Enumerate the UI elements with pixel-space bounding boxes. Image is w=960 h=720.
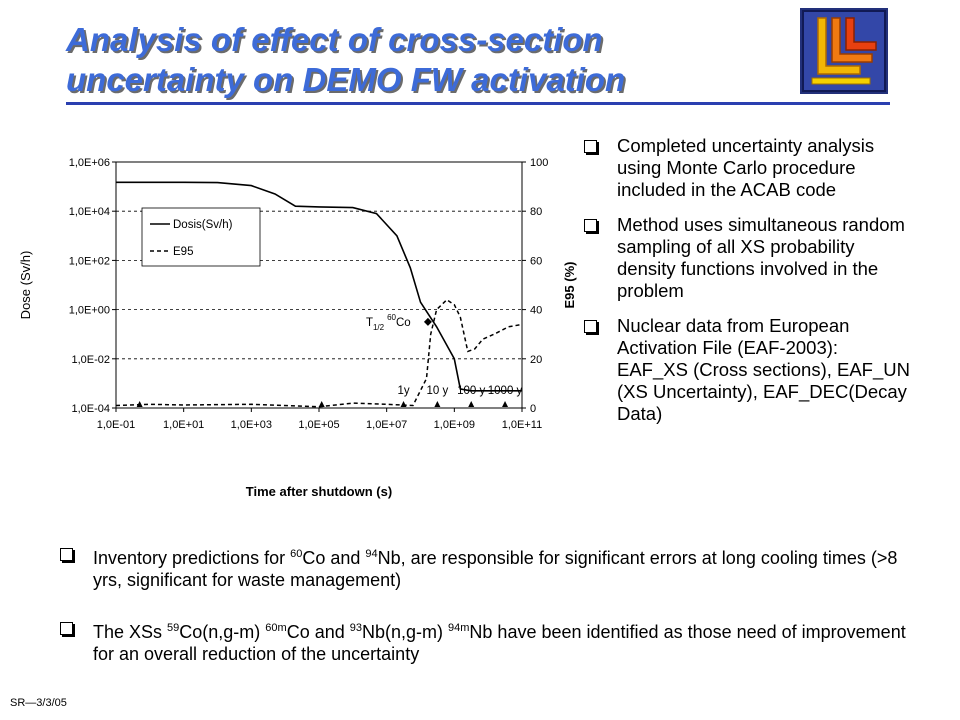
data-marker — [400, 401, 407, 407]
footer-text: SR—3/3/05 — [10, 697, 67, 709]
bullet-text: Nuclear data from European Activation Fi… — [617, 315, 910, 424]
time-annotation: 1y — [397, 385, 409, 397]
bullet-item: The XSs 59Co(n,g-m) 60mCo and 93Nb(n,g-m… — [60, 617, 910, 665]
bottom-bullet-list: Inventory predictions for 60Co and 94Nb,… — [60, 543, 910, 691]
y-left-tick-label: 1,0E+06 — [69, 157, 110, 169]
data-marker — [468, 401, 475, 407]
checkbox-bullet-icon — [60, 548, 73, 561]
x-tick-label: 1,0E+05 — [298, 419, 339, 431]
right-bullet-list: Completed uncertainty analysis using Mon… — [584, 135, 914, 438]
half-life-annotation: T1/260Co — [366, 313, 411, 332]
dose-chart: 1,0E+06 1,0E+04 1,0E+02 1,0E+00 1,0E-02 1,0E-… — [18, 157, 577, 499]
y-left-tick-label: 1,0E-02 — [71, 354, 110, 366]
data-marker — [318, 401, 325, 407]
time-annotation: 100 y — [457, 385, 485, 397]
plot-area — [115, 161, 523, 409]
y-left-tick-label: 1,0E+00 — [69, 305, 110, 317]
bullet-text: Method uses simultaneous random sampling… — [617, 214, 905, 301]
y-left-tick-label: 1,0E+04 — [69, 206, 110, 218]
legend-label: E95 — [173, 246, 193, 258]
y-left-tick-label: 1,0E-04 — [71, 403, 110, 415]
title-line-2: uncertainty on DEMO FW activation — [66, 61, 626, 98]
x-tick-label: 1,0E+07 — [366, 419, 407, 431]
y-right-tick-label: 20 — [530, 354, 542, 366]
diamond-marker — [423, 317, 432, 326]
bullet-item: Completed uncertainty analysis using Mon… — [584, 135, 914, 201]
data-marker — [502, 401, 509, 407]
institution-logo — [800, 8, 888, 94]
checkbox-bullet-icon — [60, 622, 73, 635]
bullet-text: Inventory predictions for 60Co and 94Nb,… — [93, 548, 898, 590]
x-axis-label: Time after shutdown (s) — [246, 484, 392, 499]
y-right-tick-label: 0 — [530, 403, 536, 415]
page-title: Analysis of effect of cross-section unce… — [66, 20, 786, 100]
bullet-item: Inventory predictions for 60Co and 94Nb,… — [60, 543, 910, 591]
data-marker — [434, 401, 441, 407]
x-tick-label: 1,0E+09 — [434, 419, 475, 431]
x-tick-label: 1,0E+01 — [163, 419, 204, 431]
title-underline — [66, 102, 890, 105]
y-left-axis-label: Dose (Sv/h) — [18, 251, 33, 320]
bullet-item: Nuclear data from European Activation Fi… — [584, 315, 914, 425]
x-tick-label: 1,0E+03 — [231, 419, 272, 431]
bullet-text: Completed uncertainty analysis using Mon… — [617, 135, 875, 200]
time-annotation: 1000 y — [488, 385, 523, 397]
title-line-1: Analysis of effect of cross-section — [66, 21, 603, 58]
series-line — [116, 181, 522, 392]
x-tick-label: 1,0E-01 — [97, 419, 136, 431]
y-left-tick-label: 1,0E+02 — [69, 255, 110, 267]
checkbox-bullet-icon — [584, 320, 597, 333]
checkbox-bullet-icon — [584, 219, 597, 232]
data-marker — [136, 401, 143, 407]
time-annotation: 10 y — [427, 385, 449, 397]
x-tick-label: 1,0E+11 — [502, 419, 542, 431]
legend: Dosis(Sv/h) E95 — [141, 207, 261, 267]
y-right-tick-label: 80 — [530, 206, 542, 218]
checkbox-bullet-icon — [584, 140, 597, 153]
bullet-text: The XSs 59Co(n,g-m) 60mCo and 93Nb(n,g-m… — [93, 622, 906, 664]
y-right-axis-label: E95 (%) — [562, 262, 577, 309]
bullet-item: Method uses simultaneous random sampling… — [584, 214, 914, 302]
legend-box — [141, 207, 261, 267]
y-right-tick-label: 100 — [530, 157, 548, 169]
y-right-tick-label: 40 — [530, 305, 542, 317]
y-right-tick-label: 60 — [530, 255, 542, 267]
legend-label: Dosis(Sv/h) — [173, 219, 233, 231]
